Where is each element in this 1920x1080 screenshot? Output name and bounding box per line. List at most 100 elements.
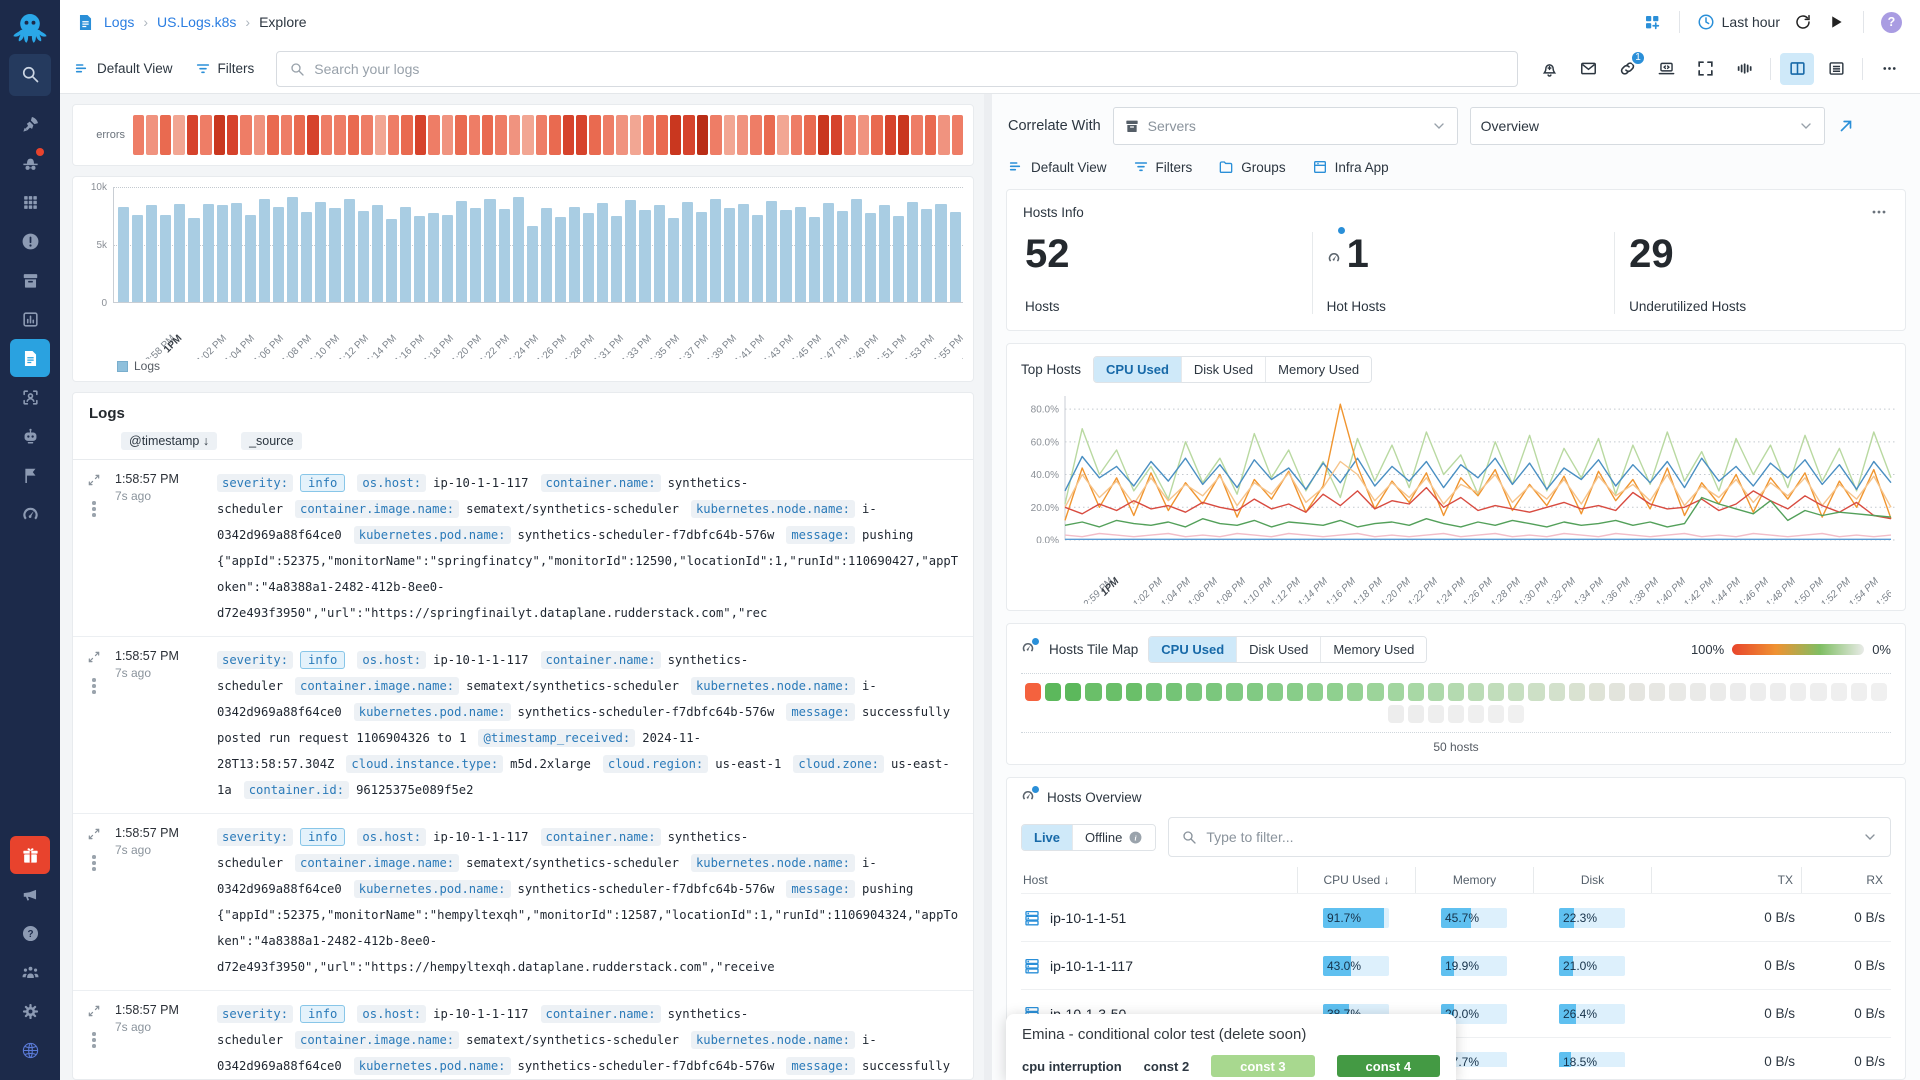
sidebar-item-robot-icon[interactable] bbox=[10, 417, 50, 455]
host-tile[interactable] bbox=[1427, 705, 1444, 723]
errors-heatmap-cell[interactable] bbox=[696, 115, 709, 155]
row-menu-icon[interactable] bbox=[92, 678, 96, 694]
sidebar-item-globe-avatar-icon[interactable] bbox=[10, 1031, 50, 1069]
more-options-icon[interactable] bbox=[1872, 53, 1906, 85]
entity-select[interactable]: Servers bbox=[1112, 107, 1458, 145]
log-bar[interactable] bbox=[738, 204, 750, 302]
log-row[interactable]: 1:58:57 PM 7s ago severity: info os.host: ip-… bbox=[73, 991, 973, 1079]
errors-heatmap-cell[interactable] bbox=[643, 115, 655, 155]
column-header[interactable]: Memory bbox=[1415, 867, 1533, 893]
sidebar-item-metrics-chart-icon[interactable] bbox=[10, 300, 50, 338]
host-name-cell[interactable]: ip-10-1-1-51 bbox=[1021, 909, 1297, 927]
errors-heatmap-cell[interactable] bbox=[924, 115, 937, 155]
log-field-key[interactable]: container.image.name: bbox=[295, 854, 460, 872]
errors-heatmap-cell[interactable] bbox=[817, 115, 829, 155]
host-tile[interactable] bbox=[1488, 705, 1505, 723]
host-tile[interactable] bbox=[1709, 683, 1726, 701]
host-tile[interactable] bbox=[1588, 683, 1606, 701]
host-tile[interactable] bbox=[1407, 705, 1424, 723]
log-field-key[interactable]: severity: bbox=[217, 1005, 294, 1023]
host-tile[interactable] bbox=[1145, 683, 1162, 701]
row-menu-icon[interactable] bbox=[92, 501, 96, 517]
log-field-key[interactable]: kubernetes.node.name: bbox=[690, 677, 856, 695]
sidebar-item-flag-icon[interactable] bbox=[10, 456, 50, 494]
log-bar[interactable] bbox=[583, 213, 595, 302]
log-bar[interactable] bbox=[540, 207, 552, 302]
log-field-key[interactable]: kubernetes.node.name: bbox=[690, 854, 856, 872]
log-bar[interactable] bbox=[611, 215, 623, 302]
breadcrumb-dataset[interactable]: US.Logs.k8s bbox=[157, 14, 237, 30]
log-bar[interactable] bbox=[456, 200, 468, 302]
log-field-value[interactable]: info bbox=[300, 828, 346, 846]
play-button[interactable] bbox=[1826, 12, 1846, 32]
panel-resizer[interactable] bbox=[984, 94, 992, 1080]
tab-groups[interactable]: Groups bbox=[1218, 159, 1286, 175]
host-tile[interactable] bbox=[1468, 705, 1485, 723]
log-field-key[interactable]: container.name: bbox=[540, 1005, 661, 1023]
log-bar[interactable] bbox=[526, 226, 538, 302]
errors-heatmap-cell[interactable] bbox=[884, 115, 897, 155]
log-bar[interactable] bbox=[188, 218, 200, 302]
log-bar[interactable] bbox=[132, 214, 144, 302]
host-tile[interactable] bbox=[1568, 683, 1585, 701]
expand-icon[interactable] bbox=[87, 650, 101, 664]
top-hosts-tab-memory-used[interactable]: Memory Used bbox=[1265, 357, 1372, 382]
errors-heatmap-cell[interactable] bbox=[629, 115, 642, 155]
refresh-button[interactable] bbox=[1793, 12, 1813, 32]
log-field-value[interactable]: us-east-1 bbox=[715, 757, 782, 771]
errors-heatmap-cell[interactable] bbox=[133, 115, 145, 155]
log-bar[interactable] bbox=[752, 214, 764, 302]
log-field-value[interactable]: synthetics-scheduler-f7dbfc64b-576w bbox=[517, 528, 775, 542]
host-tile[interactable] bbox=[1468, 683, 1485, 701]
host-tile[interactable] bbox=[1226, 683, 1243, 701]
logs-search-input[interactable]: Search your logs bbox=[276, 50, 1518, 87]
log-field-key[interactable]: container.image.name: bbox=[295, 677, 460, 695]
errors-heatmap-cell[interactable] bbox=[549, 115, 561, 155]
host-tile[interactable] bbox=[1508, 683, 1525, 701]
log-bar[interactable] bbox=[780, 210, 792, 302]
log-field-key[interactable]: severity: bbox=[217, 828, 294, 846]
log-field-key[interactable]: kubernetes.pod.name: bbox=[353, 880, 511, 898]
errors-heatmap-cell[interactable] bbox=[750, 115, 762, 155]
column-header[interactable]: Host bbox=[1023, 873, 1048, 887]
log-bar[interactable] bbox=[371, 205, 383, 302]
log-field-value[interactable]: pushing {"appId":52375,"monitorName":"sp… bbox=[217, 528, 959, 620]
errors-heatmap-cell[interactable] bbox=[226, 115, 239, 155]
host-tile[interactable] bbox=[1609, 683, 1626, 701]
log-field-key[interactable]: container.image.name: bbox=[295, 500, 460, 518]
log-field-value[interactable]: pushing {"appId":52375,"monitorName":"he… bbox=[217, 882, 959, 974]
column-header[interactable]: RX bbox=[1801, 867, 1891, 893]
errors-heatmap-cell[interactable] bbox=[723, 115, 735, 155]
log-bar[interactable] bbox=[244, 214, 256, 302]
errors-heatmap-cell[interactable] bbox=[830, 115, 843, 155]
log-field-value[interactable]: sematext/synthetics-scheduler bbox=[466, 1033, 679, 1047]
host-tile[interactable] bbox=[1790, 683, 1807, 701]
log-field-key[interactable]: container.id: bbox=[243, 781, 350, 799]
log-field-value[interactable]: synthetics-scheduler bbox=[217, 653, 749, 693]
errors-heatmap-cell[interactable] bbox=[146, 115, 158, 155]
log-field-key[interactable]: kubernetes.node.name: bbox=[690, 500, 856, 518]
log-bar[interactable] bbox=[808, 216, 820, 302]
log-field-value[interactable]: i-0342d969a88f64ce0 bbox=[217, 679, 877, 719]
top-hosts-tab-cpu-used[interactable]: CPU Used bbox=[1094, 357, 1181, 382]
host-tile[interactable] bbox=[1427, 683, 1444, 701]
log-bar[interactable] bbox=[273, 206, 285, 302]
log-field-value[interactable]: info bbox=[300, 474, 346, 492]
errors-heatmap-cell[interactable] bbox=[562, 115, 574, 155]
errors-heatmap-cell[interactable] bbox=[374, 115, 387, 155]
log-field-value[interactable]: synthetics-scheduler bbox=[217, 1007, 749, 1047]
log-bar[interactable] bbox=[850, 198, 862, 302]
log-field-key[interactable]: severity: bbox=[217, 651, 294, 669]
errors-heatmap-cell[interactable] bbox=[361, 115, 373, 155]
expand-icon[interactable] bbox=[87, 827, 101, 841]
log-bar[interactable] bbox=[766, 200, 778, 302]
errors-heatmap-cell[interactable] bbox=[669, 115, 682, 155]
log-field-value[interactable]: i-0342d969a88f64ce0 bbox=[217, 1033, 877, 1073]
log-field-value[interactable]: synthetics-scheduler-f7dbfc64b-576w bbox=[517, 882, 775, 896]
view-select[interactable]: Overview bbox=[1469, 107, 1825, 145]
hosts-filter-input[interactable]: Type to filter... bbox=[1168, 817, 1891, 857]
errors-heatmap-cell[interactable] bbox=[173, 115, 185, 155]
time-range-picker[interactable]: Last hour bbox=[1697, 13, 1780, 31]
errors-heatmap-cell[interactable] bbox=[790, 115, 803, 155]
errors-heatmap-cell[interactable] bbox=[455, 115, 467, 155]
